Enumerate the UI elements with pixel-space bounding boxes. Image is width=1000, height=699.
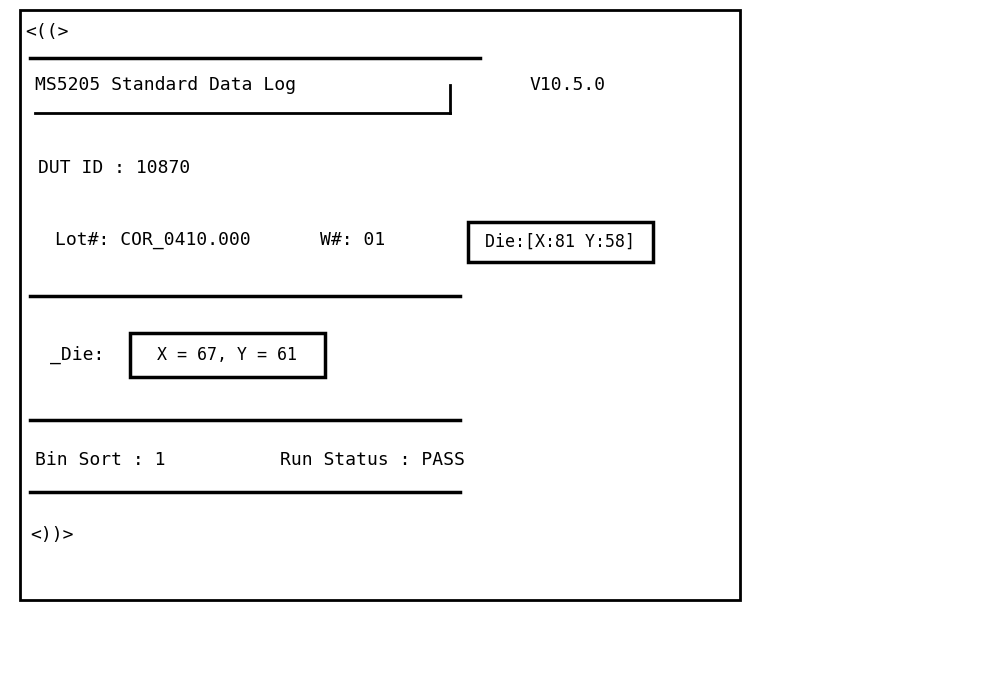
- Text: Bin Sort : 1: Bin Sort : 1: [35, 451, 166, 469]
- Text: <))>: <))>: [30, 526, 74, 544]
- Bar: [20, 10, 740, 600]
- Bar: [468, 222, 653, 262]
- Text: W#: 01: W#: 01: [320, 231, 385, 249]
- Bar: [130, 333, 325, 377]
- Text: X = 67, Y = 61: X = 67, Y = 61: [157, 346, 297, 364]
- Text: Die:[X:81 Y:58]: Die:[X:81 Y:58]: [485, 233, 635, 251]
- Text: <((>: <((>: [25, 23, 68, 41]
- Text: Lot#: COR_0410.000: Lot#: COR_0410.000: [55, 231, 251, 249]
- Text: DUT ID : 10870: DUT ID : 10870: [38, 159, 190, 177]
- Text: Run Status : PASS: Run Status : PASS: [280, 451, 465, 469]
- Text: _Die:: _Die:: [50, 346, 104, 364]
- Text: MS5205 Standard Data Log: MS5205 Standard Data Log: [35, 76, 296, 94]
- Text: V10.5.0: V10.5.0: [530, 76, 606, 94]
